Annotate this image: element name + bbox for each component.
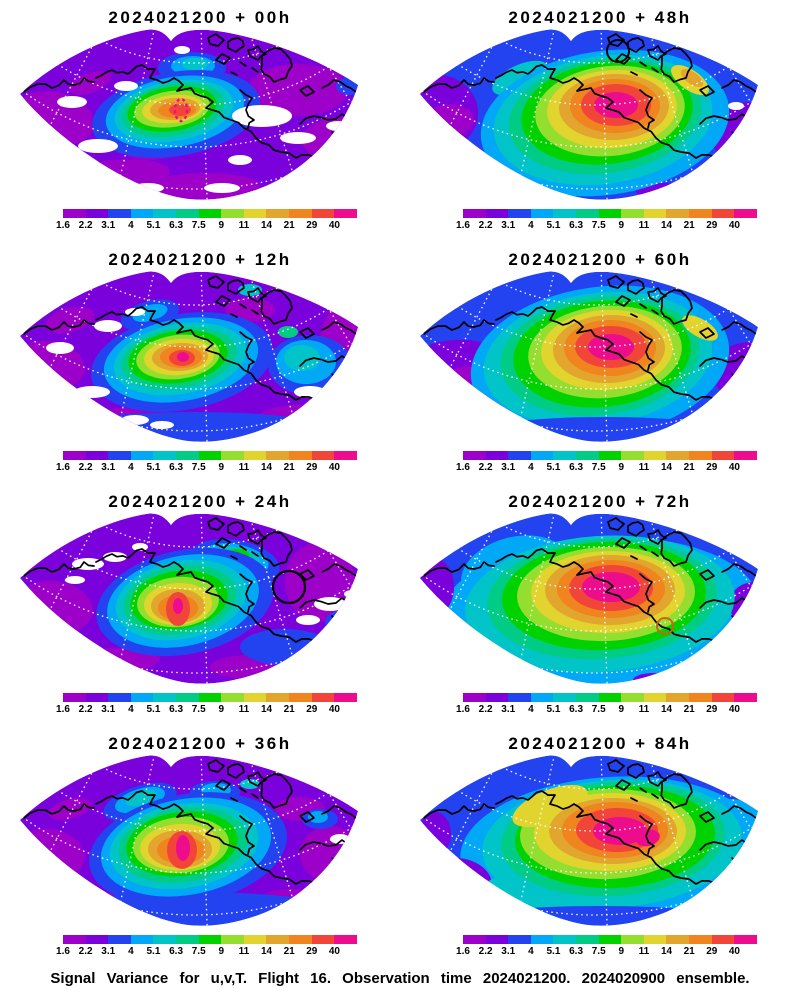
variance-map [0,28,400,203]
colorbar: 1.6 2.2 3.1 4 5.1 6.3 7.5 9 11 14 21 29 40 [400,929,800,968]
panel-72h: 2024021200 + 72h 1.6 2.2 3.1 4 5.1 6.3 7.5 9 11 1… [400,484,800,726]
panel-title: 2024021200 + 84h [508,734,692,753]
panel-title: 2024021200 + 72h [508,492,692,511]
colorbar: 1.6 2.2 3.1 4 5.1 6.3 7.5 9 11 14 21 29 40 [0,929,400,968]
variance-map [400,28,800,203]
panel-84h: 2024021200 + 84h 1.6 2.2 3.1 4 5.1 6.3 7.5 9 11 1… [400,726,800,968]
panel-title: 2024021200 + 60h [508,250,692,269]
colorbar: 1.6 2.2 3.1 4 5.1 6.3 7.5 9 11 14 21 29 40 [0,687,400,726]
panel-title: 2024021200 + 12h [108,250,292,269]
figure-caption: Signal Variance for u,v,T. Flight 16. Ob… [50,970,750,987]
colorbar: 1.6 2.2 3.1 4 5.1 6.3 7.5 9 11 14 21 29 40 [400,203,800,242]
panel-60h: 2024021200 + 60h 1.6 2.2 3.1 4 5.1 6.3 7.5 9 11 1… [400,242,800,484]
panel-36h: 2024021200 + 36h 1.6 2.2 3.1 4 5.1 6.3 7.5 9 11 1… [0,726,400,968]
panel-24h: 2024021200 + 24h 1.6 2.2 3.1 4 5.1 6.3 7.5 9 11 1… [0,484,400,726]
variance-map [400,512,800,687]
colorbar: 1.6 2.2 3.1 4 5.1 6.3 7.5 9 11 14 21 29 40 [400,687,800,726]
variance-map [0,512,400,687]
variance-map [0,754,400,929]
colorbar: 1.6 2.2 3.1 4 5.1 6.3 7.5 9 11 14 21 29 40 [0,203,400,242]
panel-title: 2024021200 + 36h [108,734,292,753]
colorbar: 1.6 2.2 3.1 4 5.1 6.3 7.5 9 11 14 21 29 40 [0,445,400,484]
panel-title: 2024021200 + 48h [508,8,692,27]
panel-title: 2024021200 + 00h [108,8,292,27]
variance-map [400,754,800,929]
panel-grid: 2024021200 + 00h 1.6 2.2 3.1 4 5.1 6.3 7.5 9 11 1… [0,0,800,968]
panel-00h: 2024021200 + 00h 1.6 2.2 3.1 4 5.1 6.3 7.5 9 11 1… [0,0,400,242]
panel-48h: 2024021200 + 48h 1.6 2.2 3.1 4 5.1 6.3 7.5 9 11 1… [400,0,800,242]
panel-title: 2024021200 + 24h [108,492,292,511]
variance-map [0,270,400,445]
panel-12h: 2024021200 + 12h 1.6 2.2 3.1 4 5.1 6.3 7.5 9 11 1… [0,242,400,484]
colorbar: 1.6 2.2 3.1 4 5.1 6.3 7.5 9 11 14 21 29 40 [400,445,800,484]
variance-map [400,270,800,445]
